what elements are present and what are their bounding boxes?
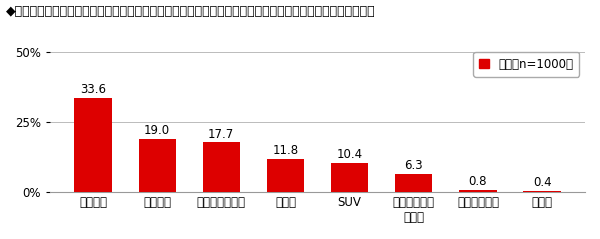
- Text: 11.8: 11.8: [272, 144, 298, 157]
- Text: ◆家庭にあるクルマの中で、家族で長距離ドライブに行く際に使うクルマのボディタイプ　［単一回答形式］: ◆家庭にあるクルマの中で、家族で長距離ドライブに行く際に使うクルマのボディタイプ…: [6, 5, 376, 18]
- Bar: [460, 190, 497, 192]
- Bar: [523, 191, 560, 192]
- Text: 6.3: 6.3: [404, 159, 423, 173]
- Legend: 全体［n=1000］: 全体［n=1000］: [473, 52, 579, 77]
- Text: 0.4: 0.4: [533, 176, 551, 189]
- Bar: [267, 159, 304, 192]
- Text: 19.0: 19.0: [144, 124, 170, 137]
- Bar: [331, 163, 368, 192]
- Bar: [395, 174, 433, 192]
- Text: 10.4: 10.4: [337, 148, 362, 161]
- Text: 33.6: 33.6: [80, 83, 106, 96]
- Bar: [203, 142, 240, 192]
- Bar: [74, 98, 112, 192]
- Text: 0.8: 0.8: [469, 175, 487, 188]
- Text: 17.7: 17.7: [208, 128, 235, 141]
- Bar: [139, 139, 176, 192]
